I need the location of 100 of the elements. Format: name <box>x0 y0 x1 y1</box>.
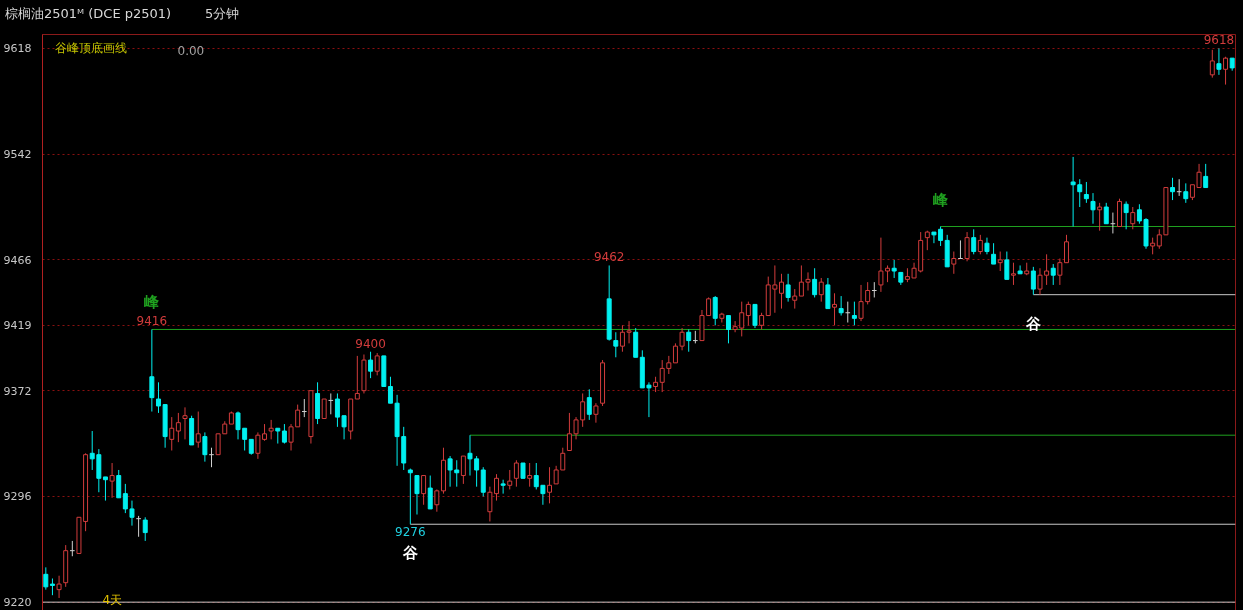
candlestick <box>1130 206 1136 230</box>
candlestick <box>182 406 188 440</box>
candlestick <box>991 242 997 265</box>
candlestick <box>208 447 215 468</box>
candlestick <box>268 419 274 440</box>
candlestick <box>951 251 957 275</box>
candlestick <box>851 301 857 326</box>
candlestick <box>832 292 838 326</box>
candlestick <box>102 476 108 502</box>
candlestick <box>354 355 360 400</box>
candlestick <box>460 455 466 485</box>
candlestick <box>1050 263 1056 286</box>
candlestick <box>116 469 122 499</box>
candlestick <box>1209 49 1215 79</box>
candlestick <box>1216 47 1222 76</box>
candlestick <box>427 475 433 510</box>
candlestick <box>215 433 221 456</box>
candlestick <box>725 315 731 344</box>
annotation: 9400 <box>355 336 386 351</box>
candlestick <box>527 462 533 488</box>
candlestick <box>175 412 181 443</box>
candlestick <box>964 231 970 262</box>
candlestick <box>560 447 566 471</box>
candlestick <box>971 228 977 255</box>
y-tick-label: 9220 <box>3 596 32 610</box>
candlestick <box>149 328 155 413</box>
annotation: 9416 <box>136 314 168 329</box>
candlestick <box>1064 234 1069 264</box>
chart-subtitle: 5分钟 <box>205 5 240 23</box>
candlestick <box>825 277 831 310</box>
candlestick <box>1010 262 1016 286</box>
candlestick <box>69 540 76 557</box>
candlestick <box>712 295 718 326</box>
candlestick <box>1057 258 1063 286</box>
candlestick <box>407 468 413 525</box>
candlestick <box>977 234 983 255</box>
ref-line-label: 峰 <box>144 293 161 312</box>
annotation: 9618 <box>1203 33 1235 48</box>
annotation: 0.00 <box>177 43 205 58</box>
candlestick <box>553 465 559 485</box>
candlestick <box>891 259 897 279</box>
candlestick <box>295 404 301 428</box>
candlestick <box>368 351 374 379</box>
candlestick <box>109 462 115 499</box>
candlestick <box>169 416 175 451</box>
candlestick <box>679 327 685 351</box>
candlestick <box>798 264 804 297</box>
candlestick <box>1223 56 1229 86</box>
candlestick <box>957 239 964 259</box>
candlestick <box>547 466 553 504</box>
candlestick <box>626 320 632 344</box>
candlestick <box>619 324 625 353</box>
candlestick <box>844 301 851 323</box>
y-tick-label: 9419 <box>3 319 32 333</box>
candlestick <box>43 566 49 591</box>
candlestick <box>374 352 380 376</box>
candlestick <box>1017 264 1023 275</box>
candlestick <box>1030 266 1036 296</box>
candlestick <box>142 516 148 542</box>
ref-line-label: 谷 <box>1024 314 1042 333</box>
candlestick <box>195 411 201 449</box>
candlestick <box>1004 251 1010 280</box>
candlestick <box>1083 181 1089 204</box>
candlestick <box>507 469 513 490</box>
candlestick <box>745 301 751 326</box>
candlestick <box>1203 163 1209 189</box>
annotation: 9276 <box>395 525 426 540</box>
candlestick <box>447 455 453 488</box>
candlestick <box>288 423 294 451</box>
candlestick <box>586 388 592 421</box>
candlestick <box>838 295 844 317</box>
candlestick <box>122 483 128 514</box>
candlestick <box>327 392 334 415</box>
candlestick <box>1183 182 1189 204</box>
candlestick <box>997 251 1003 272</box>
y-tick-label: 9618 <box>3 42 32 56</box>
annotation: 9462 <box>593 250 625 265</box>
candlestick <box>56 575 62 599</box>
candlestick <box>1097 202 1103 232</box>
candlestick <box>871 281 878 298</box>
y-tick-label: 9466 <box>3 253 32 267</box>
candlestick <box>202 431 208 463</box>
y-tick-label: 9296 <box>3 490 32 504</box>
candlestick <box>321 398 327 419</box>
candlestick <box>454 459 460 488</box>
annotation: 谷峰顶底画线 <box>54 40 127 55</box>
candlestick <box>1170 177 1176 201</box>
chart-title: 棕榈油2501ᴹ (DCE p2501) <box>5 5 172 23</box>
candlestick <box>805 271 811 291</box>
candlestick <box>500 479 506 495</box>
y-tick-label: 9372 <box>3 384 32 398</box>
candlestick <box>1090 192 1096 225</box>
y-tick-label: 9542 <box>3 148 32 162</box>
candlestick <box>135 515 142 538</box>
candlestick <box>613 331 619 358</box>
candlestick <box>593 402 599 424</box>
candlestick <box>434 488 440 513</box>
candlestick <box>818 277 824 303</box>
candlestick <box>1103 202 1109 225</box>
candlestick <box>672 342 678 364</box>
